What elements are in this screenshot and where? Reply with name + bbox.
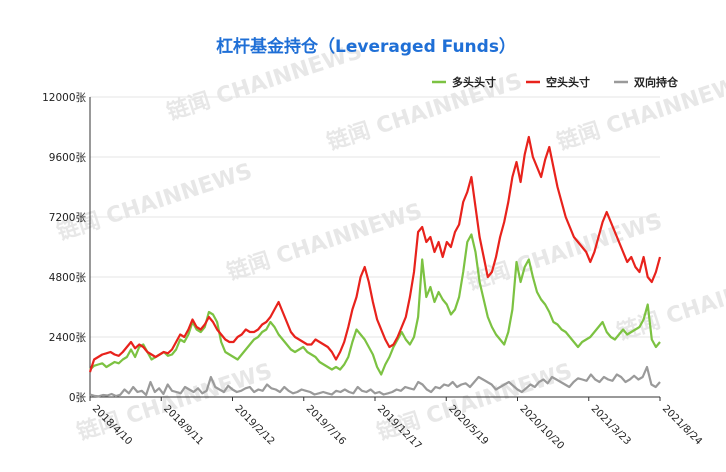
x-tick-label: 2021/3/23 (589, 403, 633, 447)
x-tick-label: 2019/7/16 (304, 403, 348, 447)
y-axis: 0张 2400张 4800张 7200张 9600张 12000张 (42, 92, 660, 404)
legend-label: 多头头寸 (452, 75, 496, 89)
y-tick-label: 0张 (69, 392, 87, 404)
y-tick-label: 12000张 (42, 92, 86, 104)
legend: 多头头寸 空头头寸 双向持仓 (432, 75, 679, 89)
y-tick-label: 2400张 (49, 332, 87, 344)
x-tick-label: 2021/8/24 (660, 403, 704, 447)
x-tick-label: 2020/10/20 (517, 403, 566, 452)
series-line-1 (88, 135, 662, 373)
series-layer (88, 135, 662, 398)
chart-title: 杠杆基金持仓（Leveraged Funds） (216, 36, 516, 57)
legend-label: 空头头寸 (546, 75, 590, 89)
y-tick-label: 9600张 (49, 152, 87, 164)
y-tick-label: 4800张 (49, 272, 87, 284)
watermark-text: 链闻 CHAINNEWS (54, 158, 255, 246)
watermark-text: 链闻 CHAINNEWS (464, 208, 665, 296)
y-tick-label: 7200张 (49, 212, 87, 224)
watermark-text: 链闻 CHAINNEWS (224, 198, 425, 286)
watermark-text: 链闻 CHAINNEWS (74, 358, 275, 446)
series-line-2 (89, 365, 661, 398)
legend-label: 双向持仓 (634, 75, 679, 89)
series-line-0 (89, 233, 661, 376)
x-tick-label: 2019/2/12 (232, 403, 276, 447)
